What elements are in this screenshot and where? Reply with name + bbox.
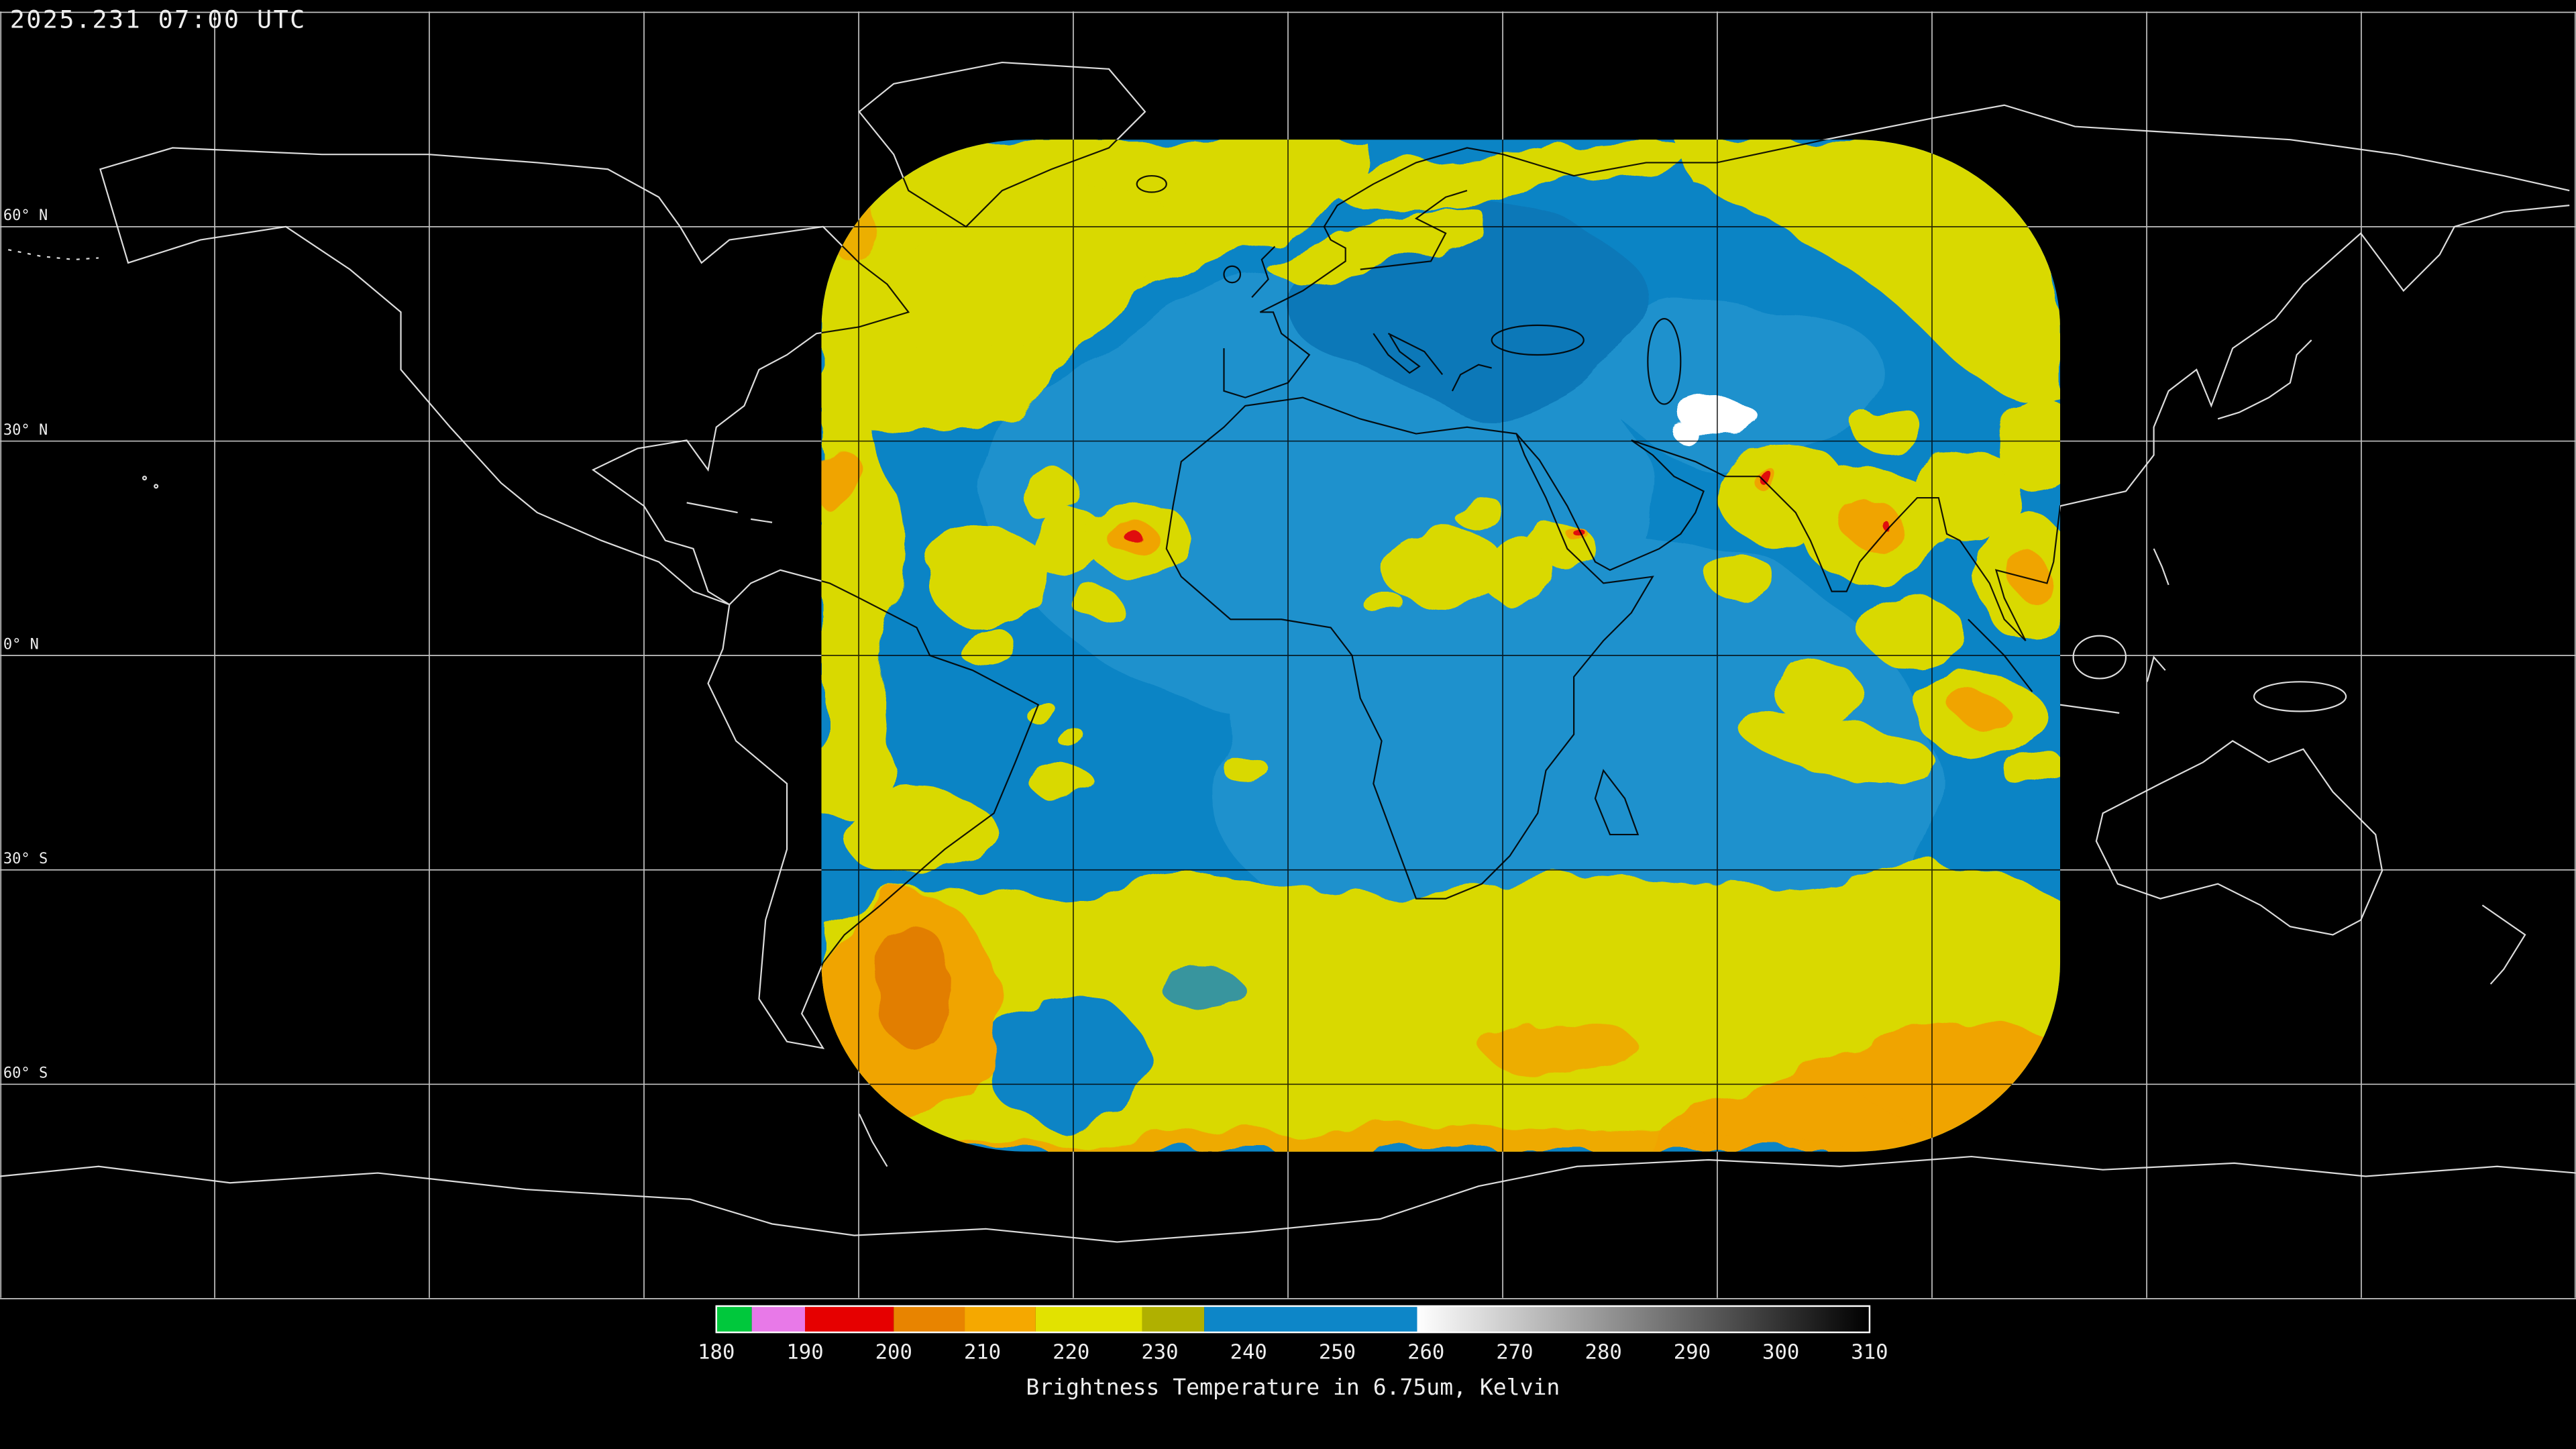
colorbar-tick: 250	[1319, 1340, 1356, 1364]
colorbar-tick: 230	[1141, 1340, 1178, 1364]
colorbar-tick: 210	[964, 1340, 1001, 1364]
colorbar-tick: 260	[1407, 1340, 1444, 1364]
dry-slot-gaps	[982, 966, 1240, 1126]
colorbar-segment-grayscale	[1417, 1305, 1870, 1333]
lat-label-30n: 30° N	[3, 422, 48, 439]
colorbar-border	[715, 1305, 1871, 1334]
colorbar-tick: 240	[1230, 1340, 1267, 1364]
cloud-cold-red-dots	[1126, 470, 1887, 545]
colorbar-tick: 280	[1585, 1340, 1622, 1364]
colorbar-segment-red	[805, 1305, 894, 1333]
latitude-labels: 60° N 30° N 0° N 30° S 60° S	[3, 207, 48, 1081]
colorbar-segment-green	[716, 1305, 752, 1333]
colorbar-ticks: 180 190 200 210 220 230 240 250 260 270 …	[698, 1340, 1888, 1364]
colorbar-segment-yellow	[1035, 1305, 1142, 1333]
colorbar-segment-magenta	[751, 1305, 805, 1333]
colorbar-segments	[716, 1305, 1870, 1333]
lat-label-60s: 60° S	[3, 1065, 48, 1082]
colorbar-tick: 300	[1762, 1340, 1799, 1364]
colorbar-segment-dark-orange	[894, 1305, 965, 1333]
lat-label-60n: 60° N	[3, 207, 48, 224]
colorbar-tick: 190	[786, 1340, 823, 1364]
lat-label-0n: 0° N	[3, 636, 39, 653]
colorbar-tick: 290	[1674, 1340, 1711, 1364]
cloud-deep-orange-core	[870, 926, 957, 1045]
colorbar-segment-olive	[1142, 1305, 1205, 1333]
colorbar-segment-blue	[1204, 1305, 1417, 1333]
moist-airmass-shading	[985, 221, 1923, 986]
colorbar-tick: 220	[1053, 1340, 1089, 1364]
colorbar-tick: 200	[875, 1340, 912, 1364]
colorbar-tick: 310	[1851, 1340, 1888, 1364]
colorbar-tick: 270	[1496, 1340, 1533, 1364]
cloud-white-blob	[1670, 402, 1762, 441]
colorbar-segment-orange	[965, 1305, 1036, 1333]
colorbar-tick: 180	[698, 1340, 735, 1364]
colorbar: 180 190 200 210 220 230 240 250 260 270 …	[698, 1305, 1888, 1400]
timestamp: 2025.231 07:00 UTC	[10, 5, 307, 34]
satellite-data-overlay	[821, 140, 2061, 1152]
lat-label-30s: 30° S	[3, 851, 48, 867]
colorbar-title: Brightness Temperature in 6.75um, Kelvin	[1026, 1374, 1560, 1400]
